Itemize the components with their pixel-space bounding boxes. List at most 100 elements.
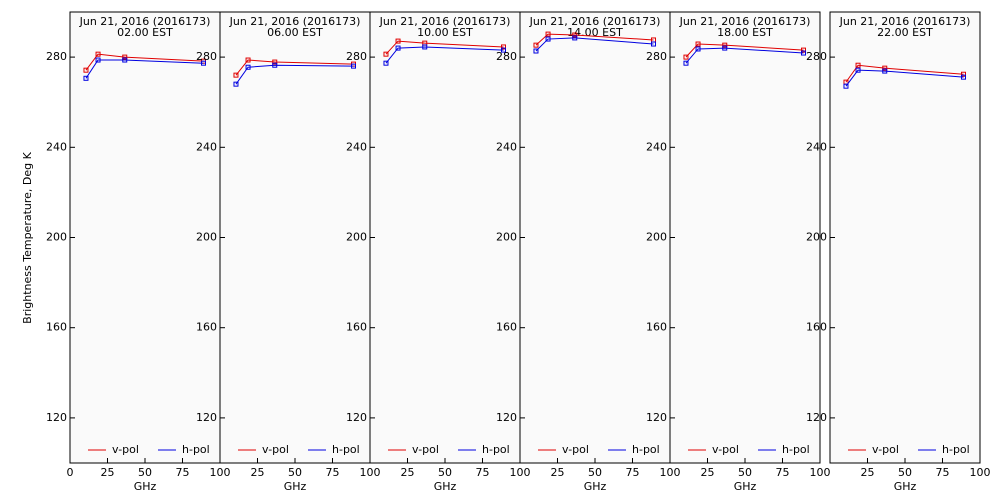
x-tick-label: 25 [101, 466, 115, 479]
point-marker [855, 62, 861, 68]
x-tick-label: 50 [738, 466, 752, 479]
y-tick-label: 240 [496, 140, 517, 153]
point-marker [683, 60, 689, 66]
panel-subtitle: 22.00 EST [877, 26, 933, 39]
x-tick-label: 25 [401, 466, 415, 479]
series-line [385, 40, 504, 55]
point-marker [855, 67, 861, 73]
y-tick-label: 160 [196, 321, 217, 334]
plot-frame [519, 11, 671, 464]
y-axis-label: Brightness Temperature, Deg K [21, 151, 34, 323]
panel-subtitle: 06.00 EST [267, 26, 323, 39]
panel: Jun 21, 2016 (2016173)10.00 EST 120 160 200… [346, 11, 531, 493]
y-tick-label: 120 [196, 411, 217, 424]
x-tick-label: 25 [861, 466, 875, 479]
y-tick-label: 280 [646, 50, 667, 63]
y-tick-label: 200 [806, 231, 827, 244]
x-tick-label: 100 [360, 466, 381, 479]
panel-title: Jun 21, 2016 (2016173) [229, 15, 361, 28]
x-tick-label: 50 [898, 466, 912, 479]
series-line [685, 47, 804, 64]
panel-title: Jun 21, 2016 (2016173) [839, 15, 971, 28]
x-tick-label: 100 [810, 466, 831, 479]
x-tick-label: 100 [210, 466, 231, 479]
point-marker [351, 63, 356, 69]
point-marker [501, 47, 506, 53]
point-marker [95, 57, 101, 63]
y-tick-label: 120 [346, 411, 367, 424]
point-marker [383, 51, 389, 57]
point-marker [83, 67, 89, 73]
plot-frame [669, 11, 821, 464]
point-marker [722, 45, 728, 51]
series-line [685, 43, 804, 58]
y-tick-label: 280 [346, 50, 367, 63]
point-marker [572, 35, 578, 41]
point-marker [383, 60, 389, 66]
y-tick-label: 200 [346, 231, 367, 244]
legend-label: v-pol [562, 443, 589, 456]
x-axis-label: GHz [734, 480, 757, 493]
x-axis-label: GHz [284, 480, 307, 493]
series-line [235, 59, 354, 76]
series-line [845, 69, 964, 87]
y-tick-label: 120 [496, 411, 517, 424]
point-marker [395, 38, 401, 44]
panel: Jun 21, 2016 (2016173)14.00 EST120160200… [496, 11, 681, 493]
point-marker [272, 59, 278, 65]
series-line [235, 64, 354, 85]
x-axis-label: GHz [894, 480, 917, 493]
point-marker [95, 51, 101, 57]
y-tick-label: 280 [496, 50, 517, 63]
x-tick-label: 75 [936, 466, 950, 479]
point-marker [882, 65, 888, 71]
y-tick-label: 200 [646, 231, 667, 244]
y-tick-label: 280 [196, 50, 217, 63]
panel: Jun 21, 2016 (2016173)22.00 EST 120 160 200… [806, 11, 991, 493]
series-line [385, 46, 504, 64]
point-marker [245, 57, 251, 63]
legend-label: h-pol [632, 443, 660, 456]
series-line [535, 33, 654, 46]
point-marker [395, 45, 401, 51]
point-marker [695, 41, 701, 47]
panel: Jun 21, 2016 (2016173)06.00 EST 120 160 200… [196, 11, 381, 493]
series-line [845, 64, 964, 83]
y-tick-label: 240 [46, 140, 67, 153]
y-tick-label: 160 [806, 321, 827, 334]
legend-label: v-pol [712, 443, 739, 456]
plot-frame [69, 11, 221, 464]
legend-label: h-pol [782, 443, 810, 456]
x-tick-label: 100 [510, 466, 531, 479]
x-tick-label: 50 [288, 466, 302, 479]
x-tick-label: 75 [176, 466, 190, 479]
y-tick-label: 200 [496, 231, 517, 244]
point-marker [801, 47, 806, 53]
point-marker [533, 42, 539, 48]
point-marker [233, 72, 239, 78]
point-marker [801, 50, 806, 56]
point-marker [695, 46, 701, 52]
point-marker [233, 81, 239, 87]
y-tick-label: 120 [806, 411, 827, 424]
legend-label: h-pol [482, 443, 510, 456]
plot-frame [829, 11, 981, 464]
x-tick-label: 25 [701, 466, 715, 479]
y-tick-label: 240 [646, 140, 667, 153]
x-tick-label: 100 [970, 466, 991, 479]
x-tick-label: 75 [776, 466, 790, 479]
point-marker [122, 54, 128, 60]
point-marker [245, 64, 251, 70]
plot-frame [369, 11, 521, 464]
point-marker [961, 74, 966, 80]
x-axis-label: GHz [434, 480, 457, 493]
y-tick-label: 200 [46, 231, 67, 244]
y-tick-label: 120 [46, 411, 67, 424]
plot-frame [219, 11, 371, 464]
series-line [85, 53, 204, 71]
y-tick-label: 160 [346, 321, 367, 334]
x-tick-label: 50 [588, 466, 602, 479]
point-marker [83, 75, 89, 81]
legend-label: h-pol [332, 443, 360, 456]
point-marker [545, 31, 551, 37]
